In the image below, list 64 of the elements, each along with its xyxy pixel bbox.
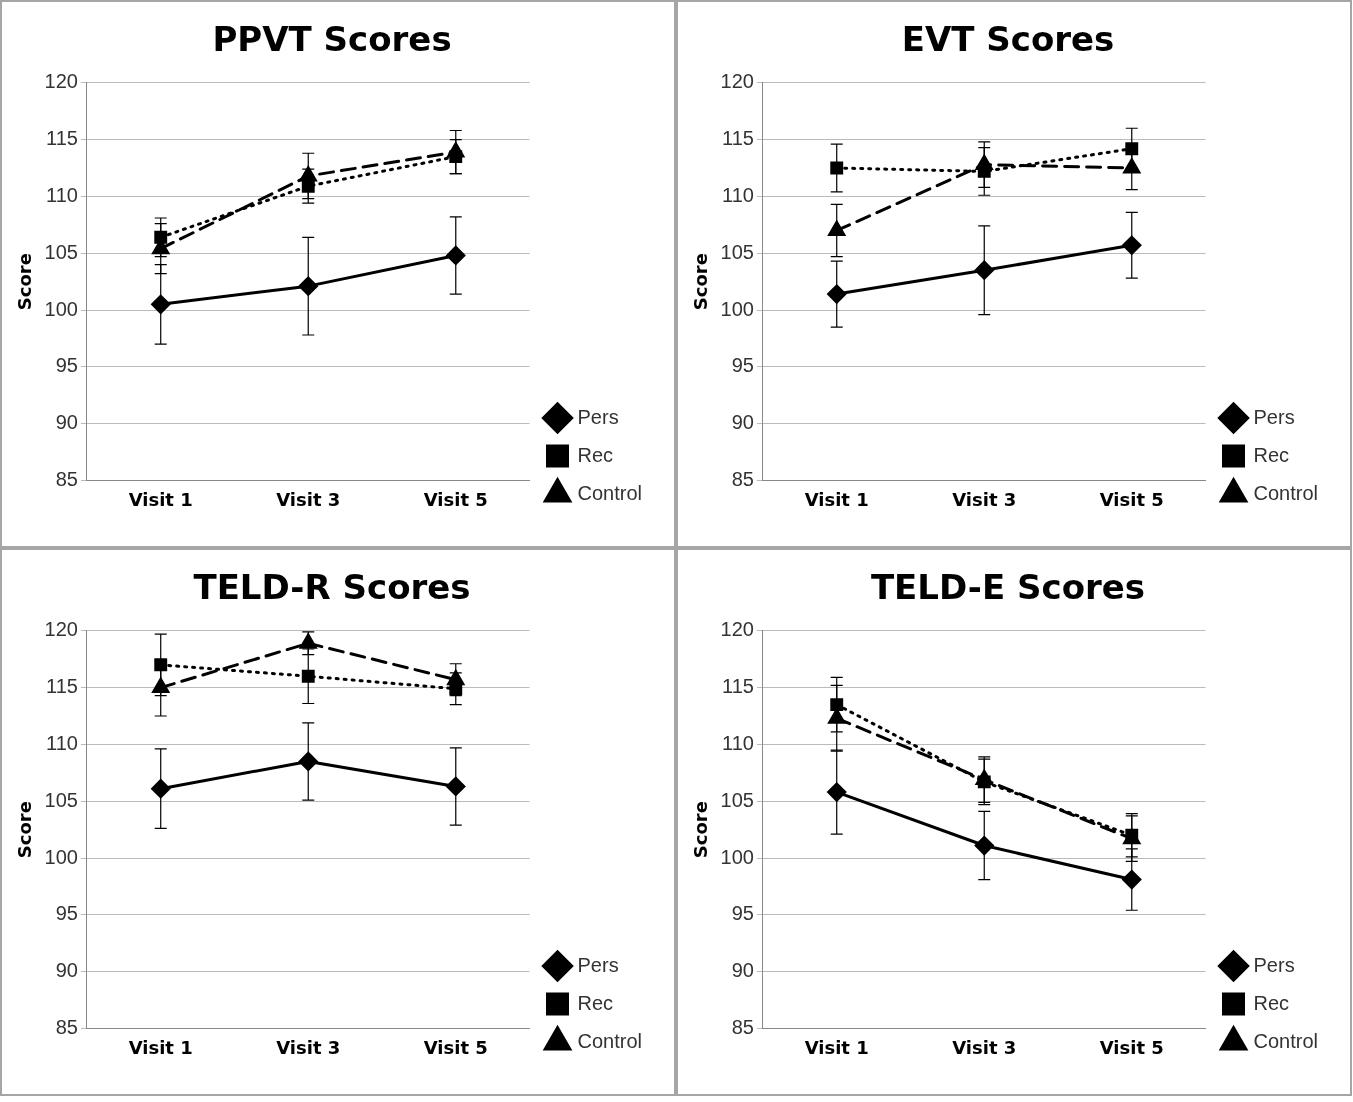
x-tick-label: Visit 3 [276, 1036, 341, 1058]
chart-title: TELD-E Scores [870, 567, 1146, 608]
x-tick-label: Visit 1 [804, 488, 869, 510]
x-tick-label: Visit 5 [423, 1036, 488, 1058]
legend-label: Control [1253, 481, 1319, 504]
y-tick-label: 120 [44, 70, 78, 93]
x-tick-label: Visit 1 [128, 1036, 193, 1058]
x-tick-label: Visit 5 [423, 488, 488, 510]
y-tick-label: 110 [46, 731, 78, 754]
legend-label: Pers [1253, 953, 1295, 976]
legend-label: Control [1253, 1029, 1319, 1052]
y-tick-label: 100 [44, 297, 78, 320]
x-tick-label: Visit 3 [952, 1036, 1017, 1058]
y-tick-label: 115 [722, 675, 754, 698]
legend-label: Rec [577, 991, 614, 1014]
y-tick-label: 90 [55, 411, 78, 434]
y-tick-label: 105 [720, 788, 754, 811]
legend-label: Pers [577, 405, 619, 428]
y-tick-label: 120 [720, 618, 754, 641]
y-tick-label: 105 [44, 788, 78, 811]
y-tick-label: 95 [55, 354, 78, 377]
y-tick-label: 85 [731, 1015, 754, 1038]
legend-label: Pers [577, 953, 619, 976]
y-tick-label: 95 [731, 902, 754, 925]
y-tick-label: 100 [720, 297, 754, 320]
x-tick-label: Visit 3 [952, 488, 1017, 510]
y-tick-label: 90 [55, 959, 78, 982]
y-tick-label: 110 [722, 731, 754, 754]
legend-label: Pers [1253, 405, 1295, 428]
y-axis-title: Score [14, 801, 36, 859]
y-tick-label: 110 [46, 183, 78, 206]
y-tick-label: 115 [46, 675, 78, 698]
y-tick-label: 95 [55, 902, 78, 925]
y-tick-label: 110 [722, 183, 754, 206]
y-tick-label: 115 [722, 127, 754, 150]
legend-label: Rec [1253, 443, 1290, 466]
y-tick-label: 85 [55, 1015, 78, 1038]
x-tick-label: Visit 5 [1099, 1036, 1164, 1058]
y-tick-label: 95 [731, 354, 754, 377]
y-tick-label: 90 [731, 959, 754, 982]
chart-title: EVT Scores [901, 19, 1115, 60]
x-tick-label: Visit 1 [804, 1036, 869, 1058]
y-axis-title: Score [14, 253, 36, 311]
x-tick-label: Visit 3 [276, 488, 341, 510]
y-tick-label: 105 [720, 240, 754, 263]
y-axis-title: Score [690, 253, 712, 311]
y-tick-label: 85 [731, 467, 754, 490]
legend-label: Control [577, 1029, 643, 1052]
y-tick-label: 100 [720, 845, 754, 868]
y-tick-label: 115 [46, 127, 78, 150]
y-tick-label: 120 [44, 618, 78, 641]
y-tick-label: 90 [731, 411, 754, 434]
legend-label: Rec [1253, 991, 1290, 1014]
y-tick-label: 105 [44, 240, 78, 263]
legend-label: Control [577, 481, 643, 504]
y-tick-label: 85 [55, 467, 78, 490]
x-tick-label: Visit 5 [1099, 488, 1164, 510]
x-tick-label: Visit 1 [128, 488, 193, 510]
y-axis-title: Score [690, 801, 712, 859]
chart-title: TELD-R Scores [193, 567, 471, 608]
chart-title: PPVT Scores [212, 19, 452, 60]
y-tick-label: 120 [720, 70, 754, 93]
legend-label: Rec [577, 443, 614, 466]
y-tick-label: 100 [44, 845, 78, 868]
